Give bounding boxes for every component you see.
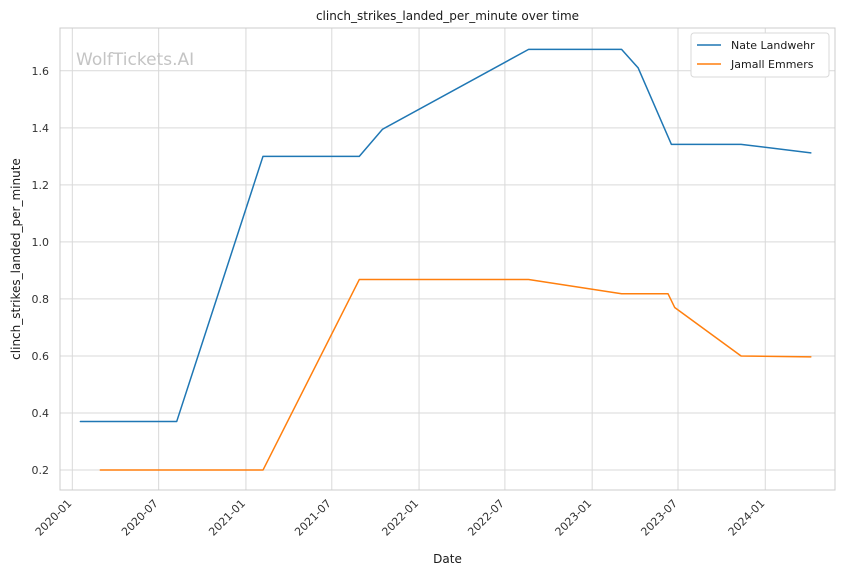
y-tick-label: 0.8	[32, 293, 50, 306]
grid	[60, 28, 835, 490]
series-line-2	[99, 278, 812, 471]
y-tick-label: 0.6	[32, 350, 50, 363]
y-tick-label: 1.0	[32, 236, 50, 249]
legend-label-1: Nate Landwehr	[731, 39, 815, 52]
y-tick-label: 0.2	[32, 464, 50, 477]
legend-label-2: Jamall Emmers	[730, 58, 814, 71]
plot-frame	[59, 27, 836, 491]
legend: Nate Landwehr Jamall Emmers	[690, 32, 830, 78]
watermark: WolfTickets.AI	[76, 50, 194, 70]
y-tick-label: 1.2	[32, 179, 50, 192]
series-line-1	[79, 48, 812, 423]
y-tick-label: 1.6	[32, 65, 50, 78]
legend-box	[690, 32, 830, 78]
y-tick-labels: 0.2 0.4 0.6 0.8 1.0 1.2 1.4 1.6	[32, 65, 50, 477]
y-tick-label: 0.4	[32, 407, 50, 420]
y-axis-title: clinch_strikes_landed_per_minute	[9, 158, 23, 360]
series-lines	[79, 48, 812, 471]
chart-title: clinch_strikes_landed_per_minute over ti…	[316, 9, 579, 23]
x-axis-title: Date	[433, 552, 462, 566]
y-tick-label: 1.4	[32, 122, 50, 135]
